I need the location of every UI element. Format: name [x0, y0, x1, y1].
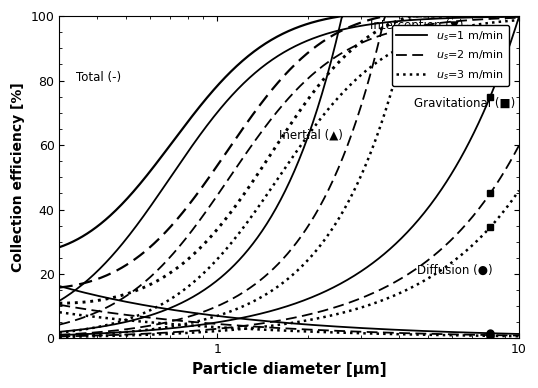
- Legend: $u_s$=1 m/min, $u_s$=2 m/min, $u_s$=3 m/min: $u_s$=1 m/min, $u_s$=2 m/min, $u_s$=3 m/…: [392, 25, 509, 86]
- Text: Inertial (▲): Inertial (▲): [279, 128, 343, 142]
- Text: Diffusion (●): Diffusion (●): [417, 264, 493, 277]
- Y-axis label: Collection efficiency [%]: Collection efficiency [%]: [11, 82, 25, 272]
- X-axis label: Particle diameter [μm]: Particle diameter [μm]: [192, 362, 386, 377]
- Text: Total (-): Total (-): [76, 71, 121, 83]
- Text: Gravitational (■): Gravitational (■): [414, 96, 515, 109]
- Text: Interception (▼): Interception (▼): [370, 19, 463, 32]
